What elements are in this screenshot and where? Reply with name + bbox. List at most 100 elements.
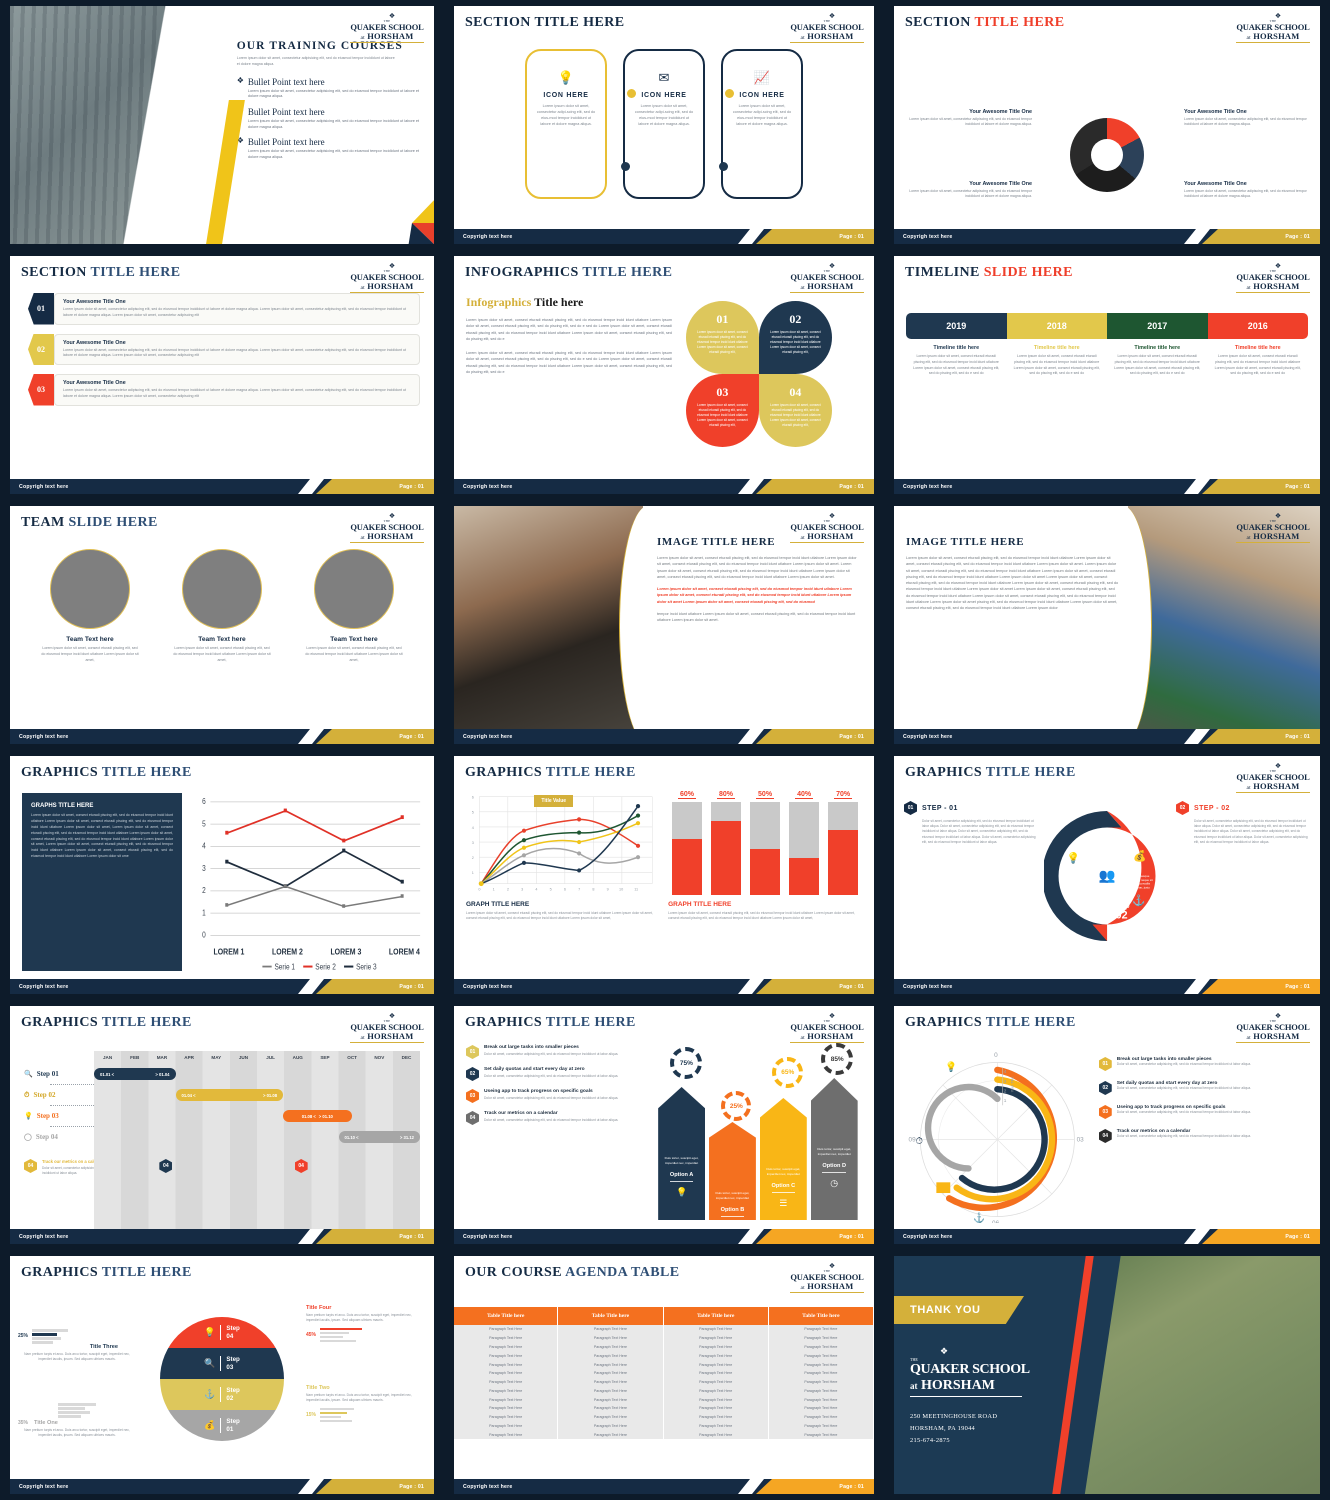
page-title: SECTION TITLE HERE [465,15,625,30]
slide-section-icons[interactable]: SECTION TITLE HERE ❖ THE QUAKER SCHOOL a… [444,0,884,250]
slide-image-left[interactable]: IMAGE TITLE HERE Lorem ipsum dolor sit a… [444,500,884,750]
slide-image-right[interactable]: IMAGE TITLE HERE Lorem ipsum dolor sit a… [884,500,1330,750]
timeline-item[interactable]: 2019 Timeline title here Lorem ipsum dol… [906,313,1007,377]
slide-timeline[interactable]: TIMELINE SLIDE HERE ❖ THE QUAKER SCHOOL … [884,250,1330,500]
svg-text:3: 3 [521,887,523,891]
table-row: Paragraph Text Here Paragraph Text Here Pa… [454,1325,874,1334]
bar-label: 70% [834,791,853,799]
bar-column: 40% [789,791,819,895]
slide-thank-you[interactable]: THANK YOU ❖ THE QUAKER SCHOOL at HORSHAM… [884,1250,1330,1500]
slide-graphics-line[interactable]: GRAPHICS TITLE HERE GRAPHS TITLE HERE Lo… [0,750,444,1000]
item-body: Dolor sit amet, consectetur adipisicing … [1116,1062,1252,1066]
arrow-row[interactable]: 02 Your Awesome Title One Lorem ipsum do… [28,333,420,365]
slide-graphics-steps[interactable]: GRAPHICS TITLE HERE ❖ THE QUAKER SCHOOL … [884,750,1330,1000]
petal-03[interactable]: 03 Lorem ipsum door sit amet, consect et… [685,374,759,447]
graph-caption-body: Lorem ipsum dolor sit amet, consect etur… [668,911,855,921]
table-cell: Paragraph Text Here [557,1395,664,1405]
donut-callout: Your Awesome Title One Lorem ipsum dolor … [1184,109,1307,127]
icon-card[interactable]: ✉ ICON HERE Lorem ipsum dolor sit amet, … [621,49,734,199]
svg-text:6: 6 [472,796,474,800]
svg-text:Your Title: Your Title [1010,1076,1014,1092]
icon-card[interactable]: 💡 ICON HERE Lorem ipsum dolor sit amet, … [525,49,636,199]
timeline-item[interactable]: 2018 Timeline title here Lorem ipsum dol… [1006,313,1107,377]
slide-infographics[interactable]: INFOGRAPHICS TITLE HERE ❖ THE QUAKER SCH… [444,250,884,500]
item-body: Dolor sit amet, consectetur adipisicing … [1116,1086,1252,1090]
page-title: GRAPHICS TITLE HERE [905,1015,1076,1030]
envelope-icon: ✉ [658,70,670,85]
option-list-item[interactable]: 02 Set daily quotas and start every day … [466,1067,648,1081]
arrow-row[interactable]: 03 Your Awesome Title One Lorem ipsum do… [28,374,420,406]
timeline-item[interactable]: 2017 Timeline title here Lorem ipsum dol… [1107,313,1208,377]
option-arrow-a[interactable]: Duis tortor, suscipit eget, imperdiet ne… [658,1087,706,1220]
slide-graphics-radial[interactable]: GRAPHICS TITLE HERE ❖ THE QUAKER SCHOOL … [884,1000,1330,1250]
slide-section-arrows[interactable]: SECTION TITLE HERE ❖ THE QUAKER SCHOOL a… [0,250,444,500]
slide-section-donut[interactable]: SECTION TITLE HERE ❖ THE QUAKER SCHOOL a… [884,0,1330,250]
avatar [50,549,130,629]
table-row: Paragraph Text Here Paragraph Text Here Pa… [454,1386,874,1396]
panel-body: Lorem ipsum dolor sit amet, consect etur… [31,813,173,859]
svg-text:09: 09 [909,1137,917,1144]
petal-04[interactable]: 04 Lorem ipsum door sit amet, consect et… [758,374,832,447]
radial-list-item[interactable]: 04 Track our metrics on a calendar Dolor… [1098,1129,1310,1143]
option-arrow-b[interactable]: Duis tortor, suscipit eget, imperdiet ne… [709,1122,756,1220]
option-list-item[interactable]: 03 Useing app to track progress on speci… [466,1089,648,1103]
slide-team[interactable]: TEAM SLIDE HERE ❖ THE QUAKER SCHOOL at H… [0,500,444,750]
table-cell: Paragraph Text Here [768,1351,874,1361]
arrow-title: Your Awesome Title One [63,380,126,386]
table-cell: Paragraph Text Here [454,1430,559,1440]
slide-graphics-sphere[interactable]: GRAPHICS TITLE HERE 💡 Step 04 🔍 Step 03 ⚓ … [0,1250,444,1500]
footer-copyright: Copyrigh text here [463,1233,513,1240]
footer-copyright: Copyrigh text here [903,733,953,740]
gantt-row[interactable]: 💡 Step 03 01.08 < > 01.10 [24,1106,420,1126]
icon-card[interactable]: 📈 ICON HERE Lorem ipsum dolor sit amet, … [719,49,803,199]
brand-logo: ❖ THE QUAKER SCHOOL at HORSHAM [1236,262,1310,293]
sphere-chart: 💡 Step 04 🔍 Step 03 ⚓ Step 02 💰 Step 01 [160,1317,284,1441]
contact-address: 250 MEETINGHOUSE ROAD HORSHAM, PA 19044 … [910,1413,998,1444]
ring-gauge-65: 65% [772,1057,804,1088]
timeline-year: 2019 [906,313,1007,339]
table-row: Paragraph Text Here Paragraph Text Here Pa… [454,1377,874,1387]
sphere-band-03[interactable]: 🔍 Step 03 [160,1348,284,1379]
gantt-row[interactable]: ◯ Step 04 01.10 < > 31.12 [24,1127,420,1147]
footer-copyright: Copyrigh text here [19,983,69,990]
leaf-icon: ❖ [1274,262,1282,270]
slide-agenda-table[interactable]: OUR COURSE AGENDA TABLE ❖ THE QUAKER SCH… [444,1250,884,1500]
title-subtext: Lorem ipsum dolor sit amet, consectetur … [236,56,395,66]
option-list-item[interactable]: 01 Break out large tasks into smaller pi… [466,1045,648,1059]
option-list-item[interactable]: 04 Track our metrics on a calendar Dolor… [466,1111,648,1125]
radial-list-item[interactable]: 01 Break out large tasks into smaller pi… [1098,1057,1310,1071]
gantt-row[interactable]: 🔍 Step 01 01.01 < > 01.04 [24,1064,420,1084]
team-member[interactable]: Team Text here Lorem ipsum dolor sit ame… [304,549,404,663]
sphere-band-04[interactable]: 💡 Step 04 [160,1317,284,1348]
team-name: Team Text here [198,636,246,643]
step-title: STEP - 01 [922,804,958,812]
option-arrow-d[interactable]: Duis tortor, suscipit eget, imperdiet ne… [810,1078,858,1220]
arrow-row[interactable]: 01 Your Awesome Title One Lorem ipsum do… [28,293,420,325]
slide-graphics-bars[interactable]: GRAPHICS TITLE HERE [444,750,884,1000]
team-member[interactable]: Team Text here Lorem ipsum dolor sit ame… [40,549,140,663]
arrow-number: 03 [28,374,54,406]
leaf-icon: ❖ [940,1346,949,1356]
slide-graphics-options[interactable]: GRAPHICS TITLE HERE ❖ THE QUAKER SCHOOL … [444,1000,884,1250]
step-02-block: 02 STEP - 02 Dolor sit amet, consectetur… [1176,801,1310,845]
table-cell: Paragraph Text Here [768,1430,874,1440]
gantt-row[interactable]: ⏱ Step 02 01.04 < > 01.08 [24,1085,420,1105]
svg-text:2: 2 [1004,1088,1007,1093]
radial-list-item[interactable]: 02 Set daily quotas and start every day … [1098,1081,1310,1095]
footer-copyright: Copyrigh text here [463,233,513,240]
gantt-month: SEP [320,1055,330,1060]
svg-text:01: 01 [1087,848,1099,860]
petal-02[interactable]: 02 Lorem ipsum door sit amet, consect et… [758,301,832,374]
footer-copyright: Copyrigh text here [463,983,513,990]
option-arrow-c[interactable]: Duis tortor, suscipit eget, imperdiet ne… [759,1098,807,1220]
slide-graphics-gantt[interactable]: GRAPHICS TITLE HERE ❖ THE QUAKER SCHOOL … [0,1000,444,1250]
petal-01[interactable]: 01 Lorem ipsum door sit amet, consect et… [685,301,759,374]
slide-title[interactable]: OUR TRAINING COURSES Lorem ipsum dolor s… [0,0,444,250]
radial-list-item[interactable]: 03 Useing app to track progress on speci… [1098,1105,1310,1119]
timeline-item[interactable]: 2016 Timeline title here Lorem ipsum dol… [1207,313,1308,377]
sphere-band-02[interactable]: ⚓ Step 02 [160,1379,284,1410]
sphere-band-01[interactable]: 💰 Step 01 [160,1410,284,1441]
team-member[interactable]: Team Text here Lorem ipsum dolor sit ame… [172,549,272,663]
gantt-to: > 01.10 [318,1113,333,1119]
table-cell: Paragraph Text Here [663,1368,769,1378]
